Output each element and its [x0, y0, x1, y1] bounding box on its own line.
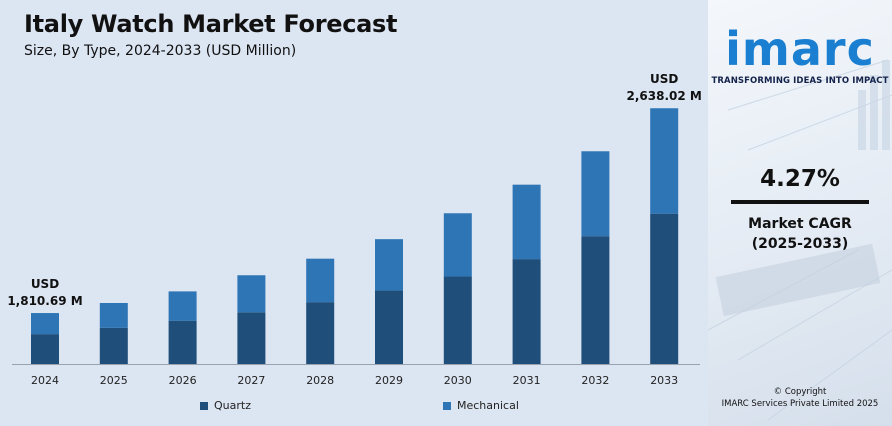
- bar-chart: 2024 2025 2026 2027 2028 2029 2030 2031 2032 2033…: [7, 72, 702, 387]
- x-tick-label-2031: 2031: [513, 374, 541, 387]
- x-tick-label-2029: 2029: [375, 374, 403, 387]
- x-tick-label-2030: 2030: [444, 374, 472, 387]
- cagr-divider: [731, 200, 869, 204]
- bar-mechanical-2025: [99, 302, 128, 328]
- bar-mechanical-2033: [650, 108, 679, 214]
- legend-label-quartz: Quartz: [214, 399, 251, 412]
- logo: imarc TRANSFORMING IDEAS INTO IMPACT: [708, 26, 892, 86]
- x-tick-label-2027: 2027: [237, 374, 265, 387]
- legend-label-mechanical: Mechanical: [457, 399, 519, 412]
- background-decoration: [708, 59, 892, 421]
- x-tick-label-2024: 2024: [31, 374, 59, 387]
- legend-item-mechanical: Mechanical: [443, 399, 519, 412]
- bar-mechanical-2027: [237, 275, 266, 313]
- bar-mechanical-2029: [375, 239, 403, 291]
- data-label-2024-value: 1,810.69 M: [7, 294, 82, 308]
- chart-subtitle: Size, By Type, 2024-2033 (USD Million): [24, 43, 297, 59]
- bar-mechanical-2032: [581, 151, 610, 237]
- bar-quartz-2028: [306, 302, 335, 364]
- legend-item-quartz: Quartz: [200, 399, 251, 412]
- side-panel: imarc TRANSFORMING IDEAS INTO IMPACT 4.2…: [708, 0, 892, 426]
- cagr-label-line1: Market CAGR: [748, 216, 852, 232]
- x-tick-label-2033: 2033: [650, 374, 678, 387]
- bar-mechanical-2024: [31, 313, 59, 335]
- logo-text: imarc: [725, 22, 875, 76]
- bar-quartz-2026: [168, 320, 197, 364]
- legend-swatch-quartz: [200, 401, 208, 410]
- copyright-line1: © Copyright: [773, 387, 827, 397]
- bar-quartz-2029: [375, 290, 403, 364]
- bar-quartz-2025: [99, 327, 128, 364]
- chart-title: Italy Watch Market Forecast: [24, 10, 398, 38]
- bar-quartz-2030: [443, 276, 472, 364]
- copyright-line2: IMARC Services Private Limited 2025: [721, 399, 879, 409]
- bar-mechanical-2028: [306, 258, 335, 303]
- bar-mechanical-2026: [168, 291, 197, 321]
- bar-quartz-2031: [512, 259, 541, 364]
- cagr-label-line2: (2025-2033): [751, 236, 849, 252]
- bar-mechanical-2030: [443, 213, 472, 277]
- x-tick-label-2026: 2026: [169, 374, 197, 387]
- bar-quartz-2024: [31, 334, 59, 364]
- cagr-value: 4.27%: [760, 166, 840, 192]
- x-tick-label-2032: 2032: [581, 374, 609, 387]
- legend-swatch-mechanical: [443, 401, 451, 410]
- bar-quartz-2027: [237, 312, 266, 364]
- data-label-2024-currency: USD: [31, 277, 59, 291]
- data-label-2033-currency: USD: [650, 72, 678, 86]
- x-tick-label-2025: 2025: [100, 374, 128, 387]
- bar-quartz-2032: [581, 236, 610, 364]
- copyright: © Copyright IMARC Services Private Limit…: [708, 386, 892, 410]
- bar-mechanical-2031: [512, 184, 541, 260]
- cagr-box: 4.27% Market CAGR (2025-2033): [708, 166, 892, 254]
- chart-panel: Italy Watch Market Forecast Size, By Typ…: [0, 10, 708, 415]
- x-tick-label-2028: 2028: [306, 374, 334, 387]
- bar-quartz-2033: [650, 213, 679, 364]
- chart-legend: Quartz Mechanical: [0, 399, 708, 415]
- data-label-2033-value: 2,638.02 M: [627, 89, 702, 103]
- logo-tagline: TRANSFORMING IDEAS INTO IMPACT: [711, 76, 889, 86]
